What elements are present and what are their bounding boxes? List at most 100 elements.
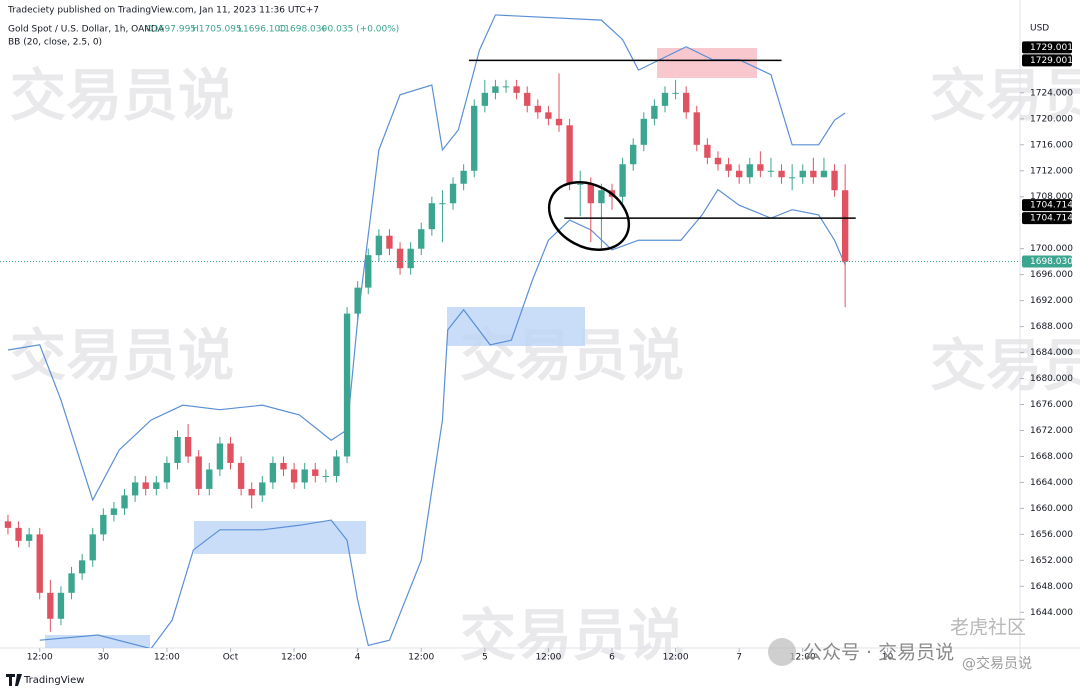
candle-body [312, 469, 319, 476]
y-tick-label: 1688.000 [1030, 322, 1073, 332]
candle-body [778, 170, 785, 178]
candle-body [269, 462, 277, 483]
candle-body [142, 482, 149, 489]
candle-body [259, 482, 266, 496]
y-tick-label: 1696.000 [1030, 270, 1073, 280]
candle-body [502, 86, 510, 88]
candle-body [25, 534, 33, 541]
candle-body [767, 170, 775, 172]
candle-body [386, 235, 393, 249]
candle-body [407, 248, 414, 269]
candle-body [545, 112, 552, 119]
candle-body [365, 255, 372, 288]
candle-body [153, 482, 160, 489]
candle-body [672, 92, 679, 94]
y-tick-label: 1724.000 [1030, 88, 1073, 98]
x-tick-label: 10 [882, 653, 894, 663]
candle-body [831, 170, 838, 191]
ohlc: C1698.030 [278, 25, 328, 35]
y-tick-label: 1684.000 [1030, 348, 1073, 358]
candle-body [460, 170, 467, 184]
candle-body [841, 190, 849, 262]
axes: 1644.000 1648.000 1652.000 1656.000 1660.000… [27, 41, 1073, 663]
candle-body [524, 92, 531, 106]
candle-body [322, 475, 330, 477]
price-tag-label: 1729.001 [1030, 43, 1073, 53]
candle-body [100, 514, 107, 535]
watermarks: 交易员说 交易员说 交易员说 交易员说 交易员说 交易员说 [10, 64, 1080, 669]
candle-body [566, 125, 573, 184]
candle-body [640, 118, 647, 145]
x-tick-label: 5 [482, 653, 488, 663]
x-tick-label: 12:00 [535, 653, 561, 663]
x-tick-label: 12:00 [281, 653, 307, 663]
candle-body [280, 462, 287, 470]
wechat-watermark: 公众号 · 交易员说 [803, 642, 954, 664]
header: Tradeciety published on TradingView.com,… [7, 6, 319, 16]
candle-body [216, 443, 224, 470]
candle-body [290, 469, 298, 483]
candle-body [237, 462, 245, 489]
candle-body [78, 560, 86, 574]
candle-body [471, 105, 478, 171]
candle-body [428, 203, 436, 230]
candle-body [343, 313, 351, 457]
watermark: 交易员说 [10, 64, 234, 129]
candle-body [418, 229, 425, 249]
price-tag-label: 1698.030 [1030, 257, 1073, 267]
candle-body [492, 86, 499, 93]
candle-body [227, 443, 234, 463]
candle-body [735, 170, 743, 178]
candle-body [174, 436, 181, 463]
demand-zone [45, 635, 150, 648]
candle-body [587, 183, 594, 204]
x-tick-label: 6 [609, 653, 615, 663]
candle-body [439, 203, 446, 205]
candle-body [513, 86, 520, 93]
candle-body [195, 456, 202, 489]
y-tick-label: 1720.000 [1030, 114, 1073, 124]
price-tag [1022, 54, 1072, 67]
x-tick-label: 12:00 [790, 653, 816, 663]
y-tick-label: 1644.000 [1030, 608, 1073, 618]
change: +0.035 (+0.00%) [320, 25, 399, 35]
candle-body [375, 235, 383, 256]
candle-body [36, 534, 43, 593]
candle-body [555, 118, 563, 126]
candle-body [163, 462, 171, 483]
y-tick-label: 1712.000 [1030, 166, 1073, 176]
x-tick-label: 4 [355, 653, 361, 663]
ohlc: O1697.995 [146, 25, 196, 35]
price-tag [1022, 41, 1072, 54]
x-tick-label: 7 [736, 653, 742, 663]
candle-body [704, 144, 711, 158]
handle-watermark: @交易员说 [962, 655, 1032, 672]
x-tick-label: 12:00 [663, 653, 689, 663]
candle-body [333, 456, 340, 476]
watermark: 交易员说 [930, 334, 1080, 399]
x-tick-label: 12:00 [27, 653, 53, 663]
bollinger-band [39, 188, 846, 648]
watermark: 交易员说 [10, 324, 234, 389]
y-tick-label: 1692.000 [1030, 296, 1073, 306]
demand-zone [194, 521, 366, 554]
candle-body [788, 177, 796, 179]
candle-body [57, 592, 65, 619]
y-tick-label: 1676.000 [1030, 400, 1073, 410]
indicator: BB (20, close, 2.5, 0) [8, 38, 102, 48]
candle-body [799, 170, 806, 178]
y-tick-label: 1652.000 [1030, 556, 1073, 566]
candle-body [810, 170, 817, 178]
candle-body [661, 92, 669, 106]
price-tag [1022, 199, 1072, 212]
currency: USD [1030, 24, 1049, 34]
wechat-icon [768, 638, 796, 666]
candle-body [184, 436, 192, 457]
price-tag [1022, 212, 1072, 225]
candle-body [651, 105, 658, 119]
price-tag-label: 1704.714 [1030, 201, 1073, 211]
price-tag-label: 1729.001 [1030, 56, 1073, 66]
y-tick-label: 1664.000 [1030, 478, 1073, 488]
ohlc: H1705.095 [192, 25, 242, 35]
